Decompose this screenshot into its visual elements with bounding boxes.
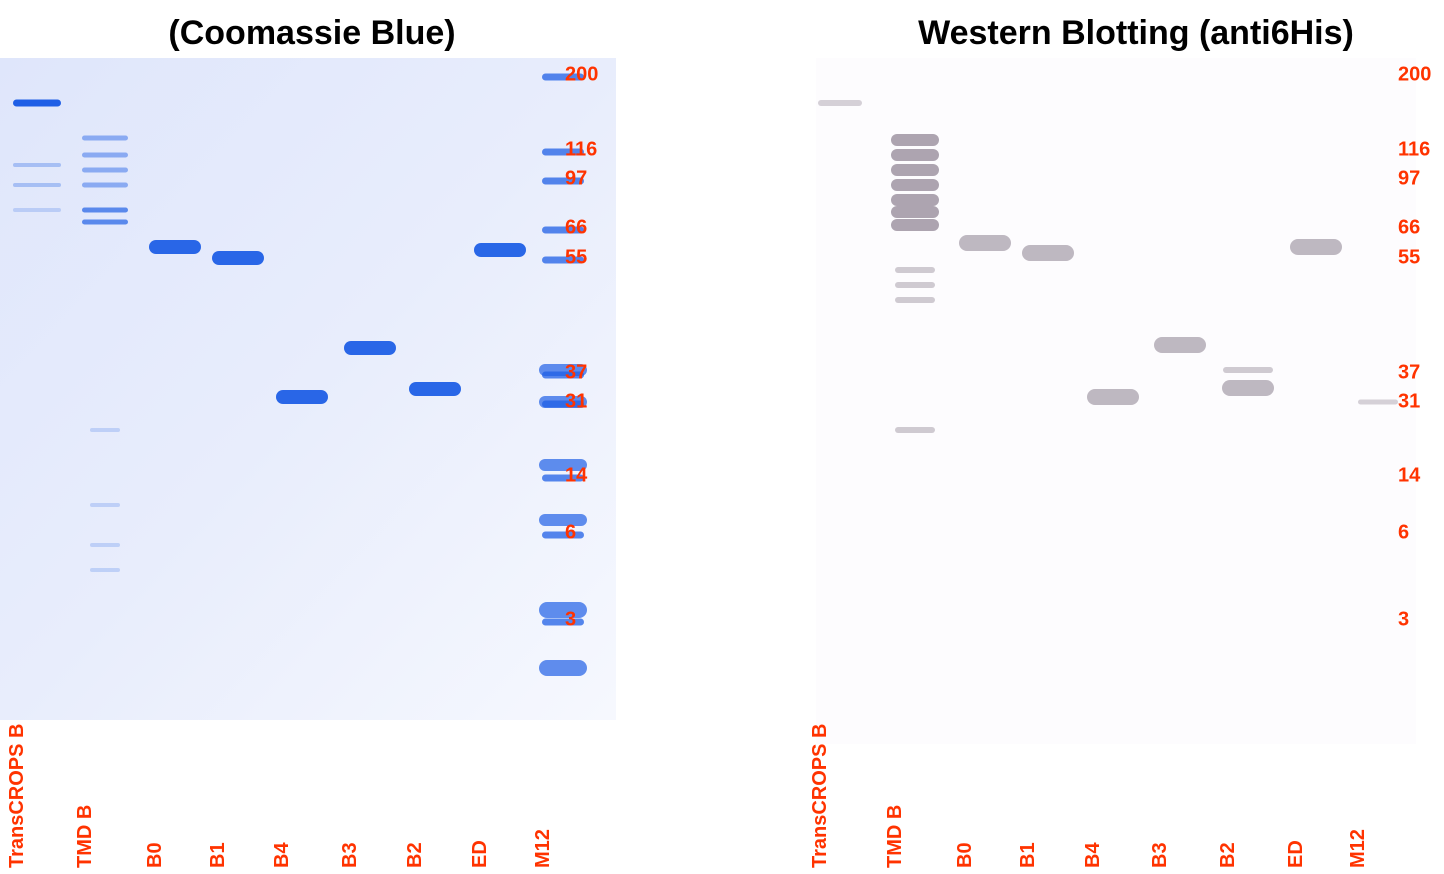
- marker-label: 116: [1398, 138, 1430, 160]
- marker-label: 14: [1398, 464, 1421, 486]
- marker-label: 3: [1398, 608, 1409, 630]
- band: [539, 660, 587, 676]
- lane-label: B3: [339, 842, 361, 868]
- marker-label: 37: [565, 361, 587, 383]
- band: [82, 153, 128, 158]
- lane-label: B4: [271, 842, 293, 868]
- marker-label: 55: [565, 246, 587, 268]
- marker-label: 200: [565, 63, 598, 85]
- band: [90, 503, 120, 507]
- lane-label: ED: [1285, 840, 1307, 868]
- marker-label: 97: [565, 167, 587, 189]
- lane-label: B3: [1149, 842, 1171, 868]
- band: [1222, 380, 1274, 396]
- marker-label: 97: [1398, 167, 1420, 189]
- marker-label: 200: [1398, 63, 1431, 85]
- lane-label: B1: [207, 842, 229, 868]
- marker-label: 37: [1398, 361, 1420, 383]
- lane-label: B2: [1217, 842, 1239, 868]
- lane-label: B0: [954, 842, 976, 868]
- band: [1022, 245, 1074, 261]
- marker-label: 66: [565, 216, 587, 238]
- band: [539, 602, 587, 618]
- band: [542, 532, 584, 539]
- lane-label: ED: [469, 840, 491, 868]
- band: [409, 382, 461, 396]
- figure: (Coomassie Blue) Western Blotting (anti6…: [0, 0, 1444, 874]
- marker-label: 14: [565, 464, 588, 486]
- band: [90, 543, 120, 547]
- marker-label: 6: [1398, 521, 1409, 543]
- marker-label: 6: [565, 521, 576, 543]
- panel-title: Western Blotting (anti6His): [918, 14, 1354, 52]
- band: [895, 427, 935, 433]
- band: [891, 134, 939, 146]
- panel-title: (Coomassie Blue): [168, 14, 455, 52]
- band: [212, 251, 264, 265]
- band: [891, 179, 939, 191]
- band: [1358, 400, 1398, 405]
- band: [959, 235, 1011, 251]
- band: [13, 163, 61, 167]
- band: [542, 619, 584, 626]
- band: [1087, 389, 1139, 405]
- band: [818, 100, 862, 106]
- band: [90, 428, 120, 432]
- marker-label: 31: [565, 390, 587, 412]
- band: [13, 208, 61, 212]
- band: [895, 267, 935, 273]
- band: [82, 168, 128, 173]
- marker-label: 3: [565, 608, 576, 630]
- marker-label: 55: [1398, 246, 1420, 268]
- lane-label: TMD B: [884, 805, 906, 868]
- band: [276, 390, 328, 404]
- lane-label: B1: [1017, 842, 1039, 868]
- band: [90, 568, 120, 572]
- band: [474, 243, 526, 257]
- band: [895, 282, 935, 288]
- band: [82, 208, 128, 213]
- band: [82, 183, 128, 188]
- band: [891, 164, 939, 176]
- band: [1223, 367, 1273, 373]
- band: [891, 149, 939, 161]
- lane-label: B0: [144, 842, 166, 868]
- band: [149, 240, 201, 254]
- band: [891, 206, 939, 218]
- marker-label: 116: [565, 138, 597, 160]
- band: [539, 514, 587, 526]
- lane-label: TransCROPS B: [809, 724, 831, 868]
- band: [344, 341, 396, 355]
- lane-label: B2: [404, 842, 426, 868]
- band: [82, 220, 128, 225]
- lane-label: TransCROPS B: [6, 724, 28, 868]
- band: [891, 194, 939, 206]
- band: [13, 183, 61, 187]
- lane-label: M12: [1347, 829, 1369, 868]
- band: [895, 297, 935, 303]
- band: [1290, 239, 1342, 255]
- band: [891, 219, 939, 231]
- band: [13, 100, 61, 107]
- marker-label: 31: [1398, 390, 1420, 412]
- band: [82, 136, 128, 141]
- band: [1154, 337, 1206, 353]
- lane-label: TMD B: [74, 805, 96, 868]
- lane-label: M12: [532, 829, 554, 868]
- lane-label: B4: [1082, 842, 1104, 868]
- marker-label: 66: [1398, 216, 1420, 238]
